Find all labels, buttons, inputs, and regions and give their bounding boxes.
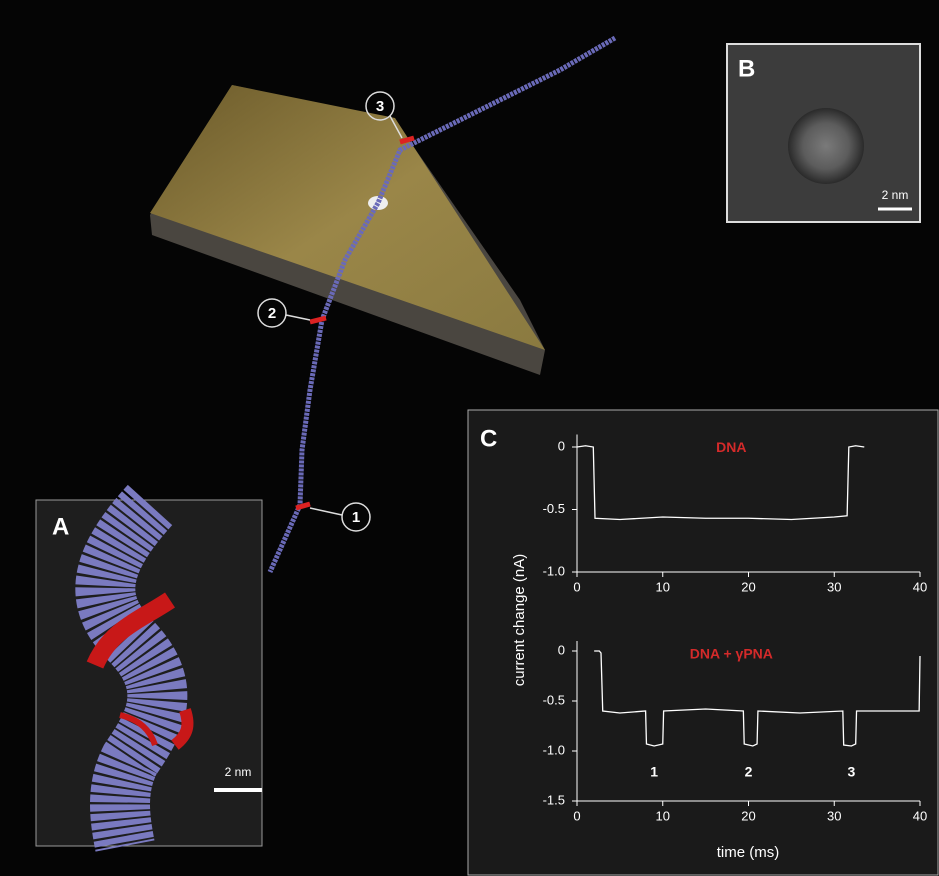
panel-c (468, 410, 938, 875)
figure: 1 2 3 A 2 nm B 2 nm C 0-0.5-1.0010203040… (0, 0, 939, 876)
y-tick-label: -0.5 (543, 501, 565, 516)
y-tick-label: -1.0 (543, 742, 565, 757)
x-tick-label: 20 (741, 808, 755, 823)
panel-label: B (738, 55, 755, 82)
x-tick-label: 10 (656, 579, 670, 594)
y-tick-label: -1.0 (543, 563, 565, 578)
marker-label: 3 (376, 98, 384, 115)
x-tick-label: 40 (913, 579, 927, 594)
pore-image (788, 108, 864, 184)
x-tick-label: 0 (573, 579, 580, 594)
x-tick-label: 10 (656, 808, 670, 823)
panel-label: A (52, 513, 69, 540)
scale-label: 2 nm (225, 765, 252, 779)
x-tick-label: 30 (827, 579, 841, 594)
x-tick-label: 30 (827, 808, 841, 823)
scale-label: 2 nm (882, 188, 909, 202)
marker-label: 1 (352, 509, 360, 526)
y-axis-label: current change (nA) (511, 554, 528, 687)
y-tick-label: 0 (558, 438, 565, 453)
x-axis-label: time (ms) (717, 844, 780, 861)
y-tick-label: -0.5 (543, 692, 565, 707)
y-tick-label: 0 (558, 642, 565, 657)
x-tick-label: 20 (741, 579, 755, 594)
x-tick-label: 40 (913, 808, 927, 823)
chart-title: DNA (716, 439, 746, 455)
panel-label: C (480, 425, 497, 452)
dip-label: 2 (745, 764, 753, 780)
dip-label: 3 (848, 764, 856, 780)
y-tick-label: -1.5 (543, 792, 565, 807)
x-tick-label: 0 (573, 808, 580, 823)
dip-label: 1 (650, 764, 658, 780)
chart-title: DNA + γPNA (690, 646, 773, 662)
marker-label: 2 (268, 305, 276, 322)
